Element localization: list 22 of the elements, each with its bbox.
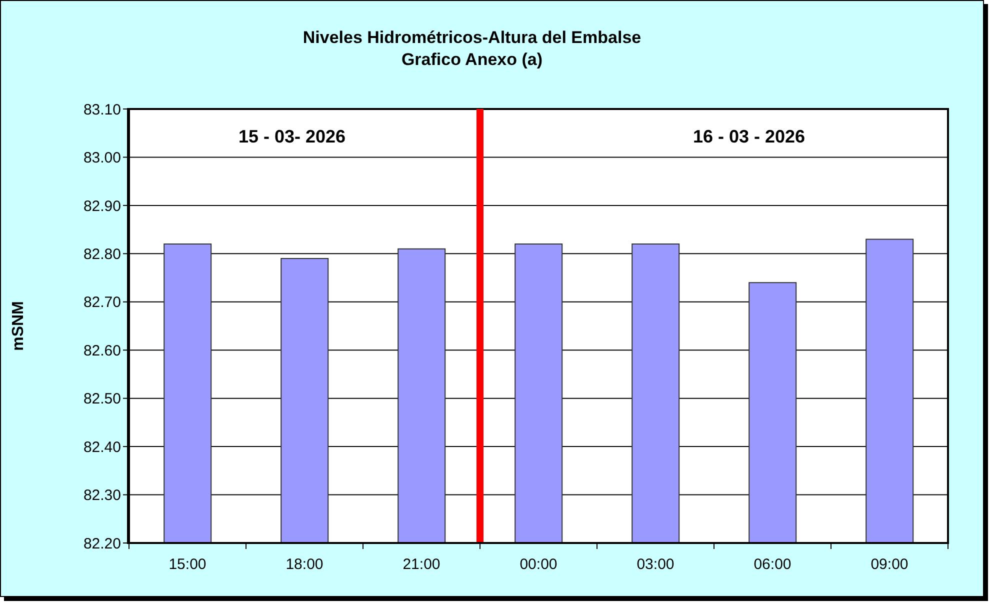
y-tick-label: 82.60	[83, 342, 121, 360]
y-tick-label: 83.10	[83, 101, 121, 118]
x-tick-label: 03:00	[636, 556, 674, 573]
x-tick-label: 09:00	[870, 556, 908, 573]
y-tick-label: 82.70	[83, 294, 121, 312]
chart-title: Niveles Hidrométricos-Altura del Embalse	[302, 28, 642, 48]
annotation: 16 - 03 - 2026	[692, 126, 806, 148]
x-tick-label: 15:00	[168, 556, 206, 573]
x-tick-label: 06:00	[754, 556, 792, 573]
y-tick-label: 82.50	[83, 390, 121, 408]
y-tick-label: 82.80	[83, 246, 121, 263]
x-tick-label: 21:00	[402, 556, 440, 573]
x-tick-label: 00:00	[520, 556, 558, 573]
y-tick-label: 82.90	[83, 198, 121, 215]
y-axis-title: mSNM	[10, 301, 28, 351]
x-tick-label: 18:00	[286, 556, 324, 573]
y-tick-label: 83.00	[83, 150, 121, 167]
y-tick-label: 82.40	[83, 438, 121, 456]
chart-subtitle: Grafico Anexo (a)	[400, 50, 544, 70]
y-tick-label: 82.30	[83, 487, 121, 504]
y-tick-label: 82.20	[83, 535, 121, 552]
annotation: 15 - 03- 2026	[238, 126, 346, 148]
